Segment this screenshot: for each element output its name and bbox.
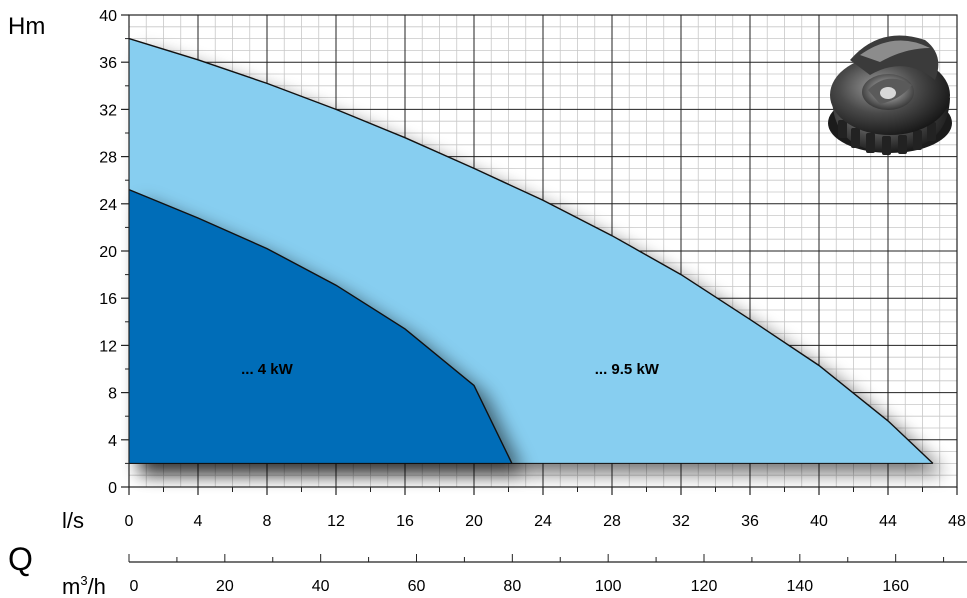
y-axis-ticks: 0 4 8 12 16 20 24 28 32 36 40 [99, 8, 129, 497]
pump-impeller-photo [828, 35, 952, 155]
y-tick-label: 24 [99, 197, 117, 214]
x2-tick-label: 160 [882, 578, 909, 595]
curve-areas [128, 37, 934, 464]
curve-line [128, 37, 934, 464]
x-tick-label: 16 [396, 513, 414, 530]
x2-tick-label: 60 [408, 578, 426, 595]
label-4kw: ... 4 kW [241, 361, 294, 378]
x-tick-label: 24 [534, 513, 552, 530]
y-tick-label: 20 [99, 244, 117, 261]
x2-tick-label: 0 [130, 578, 139, 595]
x2-tick-label: 20 [216, 578, 234, 595]
x-tick-label: 12 [327, 513, 345, 530]
label-9-5kw: ... 9.5 kW [595, 361, 660, 378]
y-tick-label: 12 [99, 338, 117, 355]
x2-tick-label: 120 [691, 578, 718, 595]
y-tick-label: 8 [108, 386, 117, 403]
x-tick-label: 28 [603, 513, 621, 530]
secondary-x-axis: 020406080100120140160180 [128, 554, 967, 595]
y-tick-label: 28 [99, 150, 117, 167]
x-tick-label: 0 [125, 513, 134, 530]
x2-tick-label: 140 [786, 578, 813, 595]
y-tick-label: 36 [99, 55, 117, 72]
x-tick-label: 4 [194, 513, 203, 530]
y-axis-title: Hm [8, 13, 45, 40]
x-axis-title: l/s [62, 508, 84, 533]
x-tick-label: 20 [465, 513, 483, 530]
x-tick-label: 36 [741, 513, 759, 530]
x2-tick-label: 40 [312, 578, 330, 595]
x2-tick-label: 80 [503, 578, 521, 595]
y-tick-label: 16 [99, 291, 117, 308]
x2-axis-title: m3/h [62, 573, 106, 598]
y-tick-label: 4 [108, 433, 117, 450]
chart-labels: Hm l/s Qm3/h ... 9.5 kW ... 4 kW [8, 13, 660, 598]
x2-tick-label: 100 [595, 578, 622, 595]
x-axis-ticks: 0 4 8 12 16 20 24 28 32 36 40 44 48 [125, 487, 966, 530]
q-label: Q [8, 541, 33, 577]
x-tick-label: 48 [948, 513, 966, 530]
y-tick-label: 0 [108, 480, 117, 497]
x-tick-label: 32 [672, 513, 690, 530]
x-tick-label: 44 [879, 513, 897, 530]
curve-line [128, 188, 513, 464]
area-4kw [129, 189, 512, 464]
x-tick-label: 8 [263, 513, 272, 530]
y-tick-label: 40 [99, 8, 117, 25]
x-tick-label: 40 [810, 513, 828, 530]
y-tick-label: 32 [99, 102, 117, 119]
